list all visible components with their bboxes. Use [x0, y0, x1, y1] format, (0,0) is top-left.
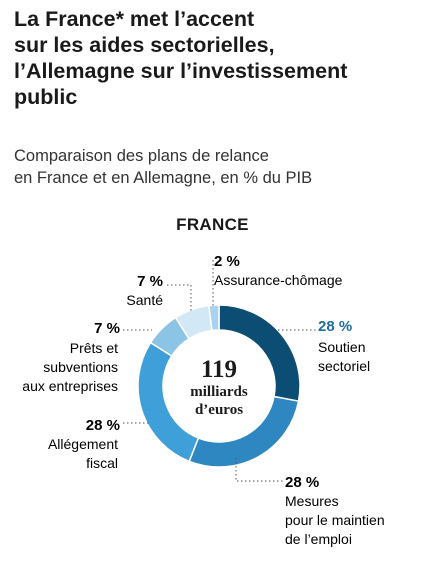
slice-category-label: pour le maintien — [285, 512, 385, 528]
slice-category-label: sectoriel — [318, 358, 370, 374]
center-value: 119 — [201, 356, 237, 383]
subtitle-line: Comparaison des plans de relance — [14, 147, 269, 165]
slice-category-label: Assurance-chômage — [214, 272, 343, 288]
slice-value-label: 7 % — [94, 320, 120, 337]
slice-value-label: 2 % — [214, 253, 240, 270]
slice-value-label: 28 % — [86, 417, 120, 434]
subtitle-line: en France et en Allemagne, en % du PIB — [14, 169, 313, 187]
title-line: sur les aides sectorielles, — [14, 33, 275, 57]
slice-category-label: fiscal — [86, 455, 118, 471]
slice-category-label: aux entreprises — [22, 378, 118, 394]
slice-value-label: 28 % — [285, 474, 319, 491]
title-line: La France* met l’accent — [14, 7, 255, 31]
panel-title: FRANCE — [176, 215, 249, 234]
leader-lines — [123, 260, 316, 482]
slice-category-label: Allégement — [48, 436, 118, 452]
chart-title: La France* met l’accent sur les aides se… — [14, 6, 414, 110]
slice-labels: 28 % Soutien sectoriel 28 % Mesures pour… — [22, 253, 384, 547]
slice-category-label: Soutien — [318, 339, 365, 355]
donut-slice-chomage — [208, 304, 220, 332]
slice-category-label: de l’emploi — [285, 531, 352, 547]
chart-subtitle: Comparaison des plans de relance en Fran… — [14, 145, 414, 189]
slice-value-label: 28 % — [318, 318, 352, 335]
title-line: l’Allemagne sur l’investissement — [14, 59, 348, 83]
donut-slice-fiscal — [137, 341, 200, 463]
slice-category-label: Santé — [126, 292, 163, 308]
leader-line — [167, 284, 192, 312]
center-unit: d’euros — [195, 402, 243, 418]
center-unit: milliards — [190, 384, 248, 400]
slice-category-label: subventions — [43, 359, 118, 375]
title-line: public — [14, 85, 78, 109]
slice-category-label: Prêts et — [70, 340, 118, 356]
slice-category-label: Mesures — [285, 493, 339, 509]
slice-value-label: 7 % — [137, 273, 163, 290]
donut-slices — [137, 304, 301, 468]
